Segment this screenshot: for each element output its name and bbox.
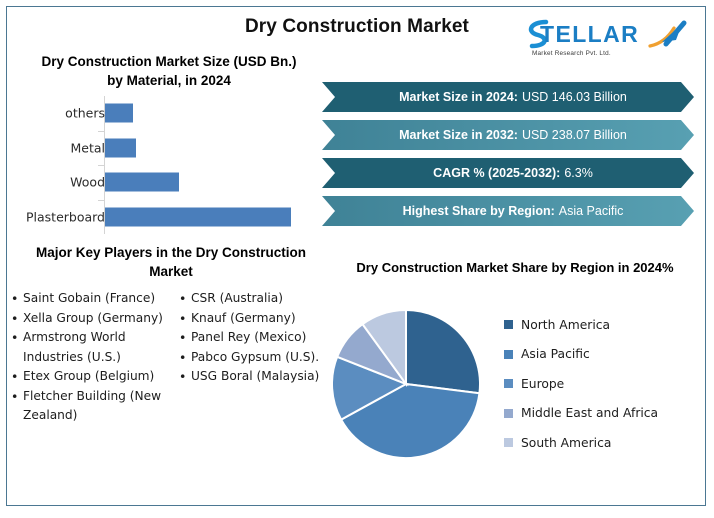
kpi-banner-key: CAGR % (2025-2032):	[433, 166, 561, 180]
key-player-item: Panel Rey (Mexico)	[178, 328, 328, 348]
pie-legend-swatch	[504, 320, 513, 330]
key-player-item: Xella Group (Germany)	[10, 309, 178, 329]
kpi-banner-value: Asia Pacific	[558, 204, 624, 218]
bar-category-label: Plasterboard	[25, 209, 105, 225]
pie-legend-swatch	[504, 408, 513, 418]
bar-category-label: Wood	[70, 174, 105, 190]
key-player-item: Etex Group (Belgium)	[10, 367, 178, 387]
key-players-column-left: Saint Gobain (France)Xella Group (German…	[10, 289, 178, 426]
bar-chart-title: Dry Construction Market Size (USD Bn.) b…	[41, 54, 297, 88]
key-player-item: Pabco Gypsum (U.S).	[178, 348, 328, 368]
key-player-item: CSR (Australia)	[178, 289, 328, 309]
pie-slice	[331, 355, 409, 422]
bar-row: others	[14, 96, 324, 131]
bar-axis-tick	[98, 130, 104, 132]
pie-legend-item: Middle East and Africa	[504, 399, 658, 429]
pie-legend-item: Asia Pacific	[504, 340, 658, 370]
key-player-item: Fletcher Building (New Zealand)	[10, 387, 178, 426]
pie-legend-item: North America	[504, 310, 658, 340]
bar-chart: Dry Construction Market Size (USD Bn.) b…	[14, 52, 324, 242]
key-player-item: Knauf (Germany)	[178, 309, 328, 329]
kpi-banner-list: Market Size in 2024: USD 146.03 Billion Ma…	[322, 82, 694, 234]
bar-chart-axis	[104, 96, 105, 234]
pie-chart-graphic	[331, 308, 481, 459]
pie-slice	[405, 308, 481, 395]
stellar-logo: TELLAR Market Research Pvt. Ltd.	[516, 12, 694, 58]
kpi-banner: Highest Share by Region: Asia Pacific	[322, 196, 694, 226]
bar-row: Metal	[14, 131, 324, 166]
kpi-banner: CAGR % (2025-2032): 6.3%	[322, 158, 694, 188]
key-player-item: Armstrong World Industries (U.S.)	[10, 328, 178, 367]
key-players-columns: Saint Gobain (France)Xella Group (German…	[10, 289, 332, 426]
bar-category-label: Metal	[70, 140, 105, 156]
pie-legend-label: Asia Pacific	[521, 347, 590, 362]
kpi-banner: Market Size in 2032: USD 238.07 Billion	[322, 120, 694, 150]
key-players-title: Major Key Players in the Dry Constructio…	[35, 245, 307, 279]
bar-value-rect	[105, 172, 179, 192]
bar-axis-tick	[98, 199, 104, 201]
kpi-banner-value: USD 146.03 Billion	[521, 90, 627, 104]
kpi-banner: Market Size in 2024: USD 146.03 Billion	[322, 82, 694, 112]
pie-slice	[339, 382, 481, 459]
pie-legend-label: North America	[521, 317, 611, 332]
kpi-banner-key: Market Size in 2024:	[399, 90, 518, 104]
kpi-banner-key: Market Size in 2032:	[399, 128, 518, 142]
key-players-column-right: CSR (Australia)Knauf (Germany)Panel Rey …	[178, 289, 328, 426]
pie-legend-label: Europe	[521, 376, 565, 391]
pie-chart-title: Dry Construction Market Share by Region …	[356, 260, 674, 275]
bar-row: Wood	[14, 165, 324, 200]
bar-value-rect	[105, 103, 133, 123]
pie-legend-item: South America	[504, 428, 658, 458]
key-player-item: USG Boral (Malaysia)	[178, 367, 328, 387]
pie-legend-swatch	[504, 438, 513, 448]
bar-row: Plasterboard	[14, 200, 324, 235]
pie-slice	[361, 308, 407, 388]
pie-legend-label: Middle East and Africa	[521, 406, 659, 421]
pie-chart-legend: North America Asia Pacific Europe Middle Ea…	[504, 310, 658, 458]
key-player-item: Saint Gobain (France)	[10, 289, 178, 309]
kpi-banner-value: USD 238.07 Billion	[521, 128, 627, 142]
bar-value-rect	[105, 138, 136, 158]
key-players-section: Major Key Players in the Dry Constructio…	[10, 243, 332, 426]
bar-axis-tick	[98, 165, 104, 166]
bar-category-label: others	[65, 105, 105, 121]
bar-value-rect	[105, 207, 292, 227]
kpi-banner-key: Highest Share by Region:	[402, 204, 555, 218]
svg-text:TELLAR: TELLAR	[540, 21, 639, 47]
bar-chart-plot: Plasterboard Wood Metal others	[14, 96, 324, 234]
pie-legend-swatch	[504, 349, 513, 359]
svg-text:Market Research Pvt. Ltd.: Market Research Pvt. Ltd.	[532, 50, 611, 57]
pie-legend-label: South America	[521, 435, 612, 450]
logo-icon: TELLAR Market Research Pvt. Ltd.	[528, 19, 687, 57]
pie-chart: Dry Construction Market Share by Region …	[331, 258, 696, 490]
page-title: Dry Construction Market	[244, 16, 469, 37]
kpi-banner-value: 6.3%	[564, 166, 593, 180]
pie-legend-swatch	[504, 379, 513, 389]
pie-legend-item: Europe	[504, 369, 658, 399]
